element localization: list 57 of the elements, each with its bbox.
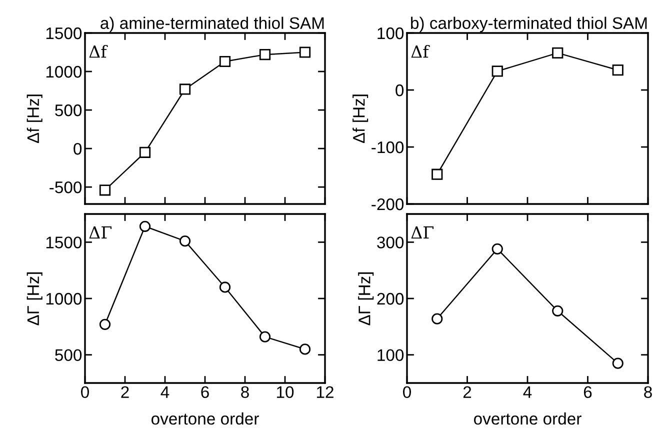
point <box>99 318 111 330</box>
y-tick-label: 500 <box>55 349 82 362</box>
x-axis-title: overtone order <box>474 412 582 425</box>
point <box>612 358 624 369</box>
point <box>432 168 443 180</box>
y-axis-title: ΔΓ [Hz] <box>26 272 42 326</box>
y-tick-label: -200 <box>372 198 404 210</box>
point <box>612 64 624 76</box>
x-tick-label: 2 <box>463 386 472 398</box>
x-tick-label: 12 <box>317 386 334 398</box>
point <box>99 184 111 196</box>
chart-title: b) carboxy-terminated thiol SAM <box>411 16 647 32</box>
annotation: ΔΓ <box>89 226 112 238</box>
y-axis-title: Δf [Hz] <box>26 94 42 144</box>
point <box>259 49 271 60</box>
point <box>432 313 443 324</box>
annotation: Δf <box>89 44 108 58</box>
y-tick-label: 1000 <box>46 66 82 78</box>
x-tick-label: 6 <box>201 386 209 398</box>
x-tick-label: 10 <box>277 386 294 398</box>
point <box>139 220 151 232</box>
y-tick-label: -500 <box>50 181 82 194</box>
point <box>259 331 271 342</box>
y-tick-label: 100 <box>378 27 404 40</box>
x-tick-label: 6 <box>584 386 592 398</box>
point <box>179 84 191 95</box>
point <box>219 282 231 293</box>
x-tick-label: 8 <box>644 386 652 398</box>
y-axis-title: Δf [Hz] <box>352 94 368 144</box>
y-axis-title: ΔΓ [Hz] <box>358 272 374 326</box>
y-tick-label: 1000 <box>46 292 82 305</box>
y-tick-label: -100 <box>372 141 404 154</box>
x-tick-label: 2 <box>121 386 129 398</box>
x-tick-label: 4 <box>523 386 532 398</box>
point <box>219 56 231 68</box>
point <box>139 146 151 158</box>
point <box>299 46 311 58</box>
x-axis-title: overtone order <box>152 412 259 425</box>
y-tick-label: 0 <box>74 142 82 155</box>
y-tick-label: 1500 <box>46 27 82 40</box>
annotation: Δf <box>411 44 430 58</box>
y-tick-label: 100 <box>378 349 404 362</box>
point <box>492 66 503 77</box>
y-tick-label: 300 <box>377 236 404 248</box>
point <box>299 344 311 355</box>
x-tick-label: 8 <box>241 386 249 398</box>
y-tick-label: 1500 <box>46 236 82 248</box>
point <box>179 235 191 247</box>
y-tick-label: 500 <box>55 104 82 116</box>
y-tick-label: 0 <box>396 84 404 96</box>
annotation: ΔΓ <box>411 226 434 238</box>
point <box>552 305 564 316</box>
point <box>492 243 503 254</box>
point <box>552 47 564 59</box>
chart-title: a) amine-terminated thiol SAM <box>100 16 324 32</box>
x-tick-label: 4 <box>160 386 170 398</box>
y-tick-label: 200 <box>377 292 404 305</box>
